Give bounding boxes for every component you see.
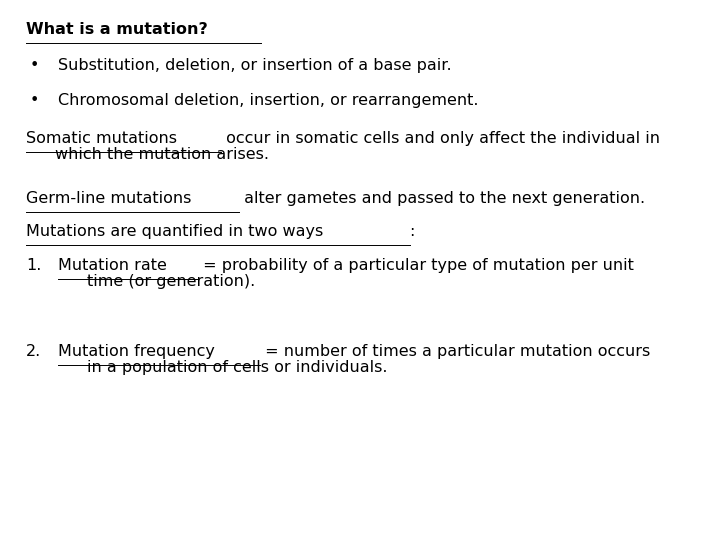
Text: 1.: 1. xyxy=(26,258,41,273)
Text: Mutation frequency: Mutation frequency xyxy=(58,344,215,359)
Text: in a population of cells or individuals.: in a population of cells or individuals. xyxy=(87,360,387,375)
Text: •: • xyxy=(30,58,40,73)
Text: Mutation rate: Mutation rate xyxy=(58,258,167,273)
Text: = probability of a particular type of mutation per unit: = probability of a particular type of mu… xyxy=(199,258,634,273)
Text: Chromosomal deletion, insertion, or rearrangement.: Chromosomal deletion, insertion, or rear… xyxy=(58,93,479,108)
Text: Substitution, deletion, or insertion of a base pair.: Substitution, deletion, or insertion of … xyxy=(58,58,451,73)
Text: occur in somatic cells and only affect the individual in: occur in somatic cells and only affect t… xyxy=(221,131,660,146)
Text: What is a mutation?: What is a mutation? xyxy=(26,22,208,37)
Text: Germ-line mutations: Germ-line mutations xyxy=(26,191,192,206)
Text: •: • xyxy=(30,93,40,108)
Text: 2.: 2. xyxy=(26,344,41,359)
Text: :: : xyxy=(410,224,415,239)
Text: alter gametes and passed to the next generation.: alter gametes and passed to the next gen… xyxy=(239,191,646,206)
Text: Mutations are quantified in two ways: Mutations are quantified in two ways xyxy=(26,224,323,239)
Text: which the mutation arises.: which the mutation arises. xyxy=(55,147,269,162)
Text: time (or generation).: time (or generation). xyxy=(87,274,255,289)
Text: Somatic mutations: Somatic mutations xyxy=(26,131,177,146)
Text: = number of times a particular mutation occurs: = number of times a particular mutation … xyxy=(261,344,651,359)
